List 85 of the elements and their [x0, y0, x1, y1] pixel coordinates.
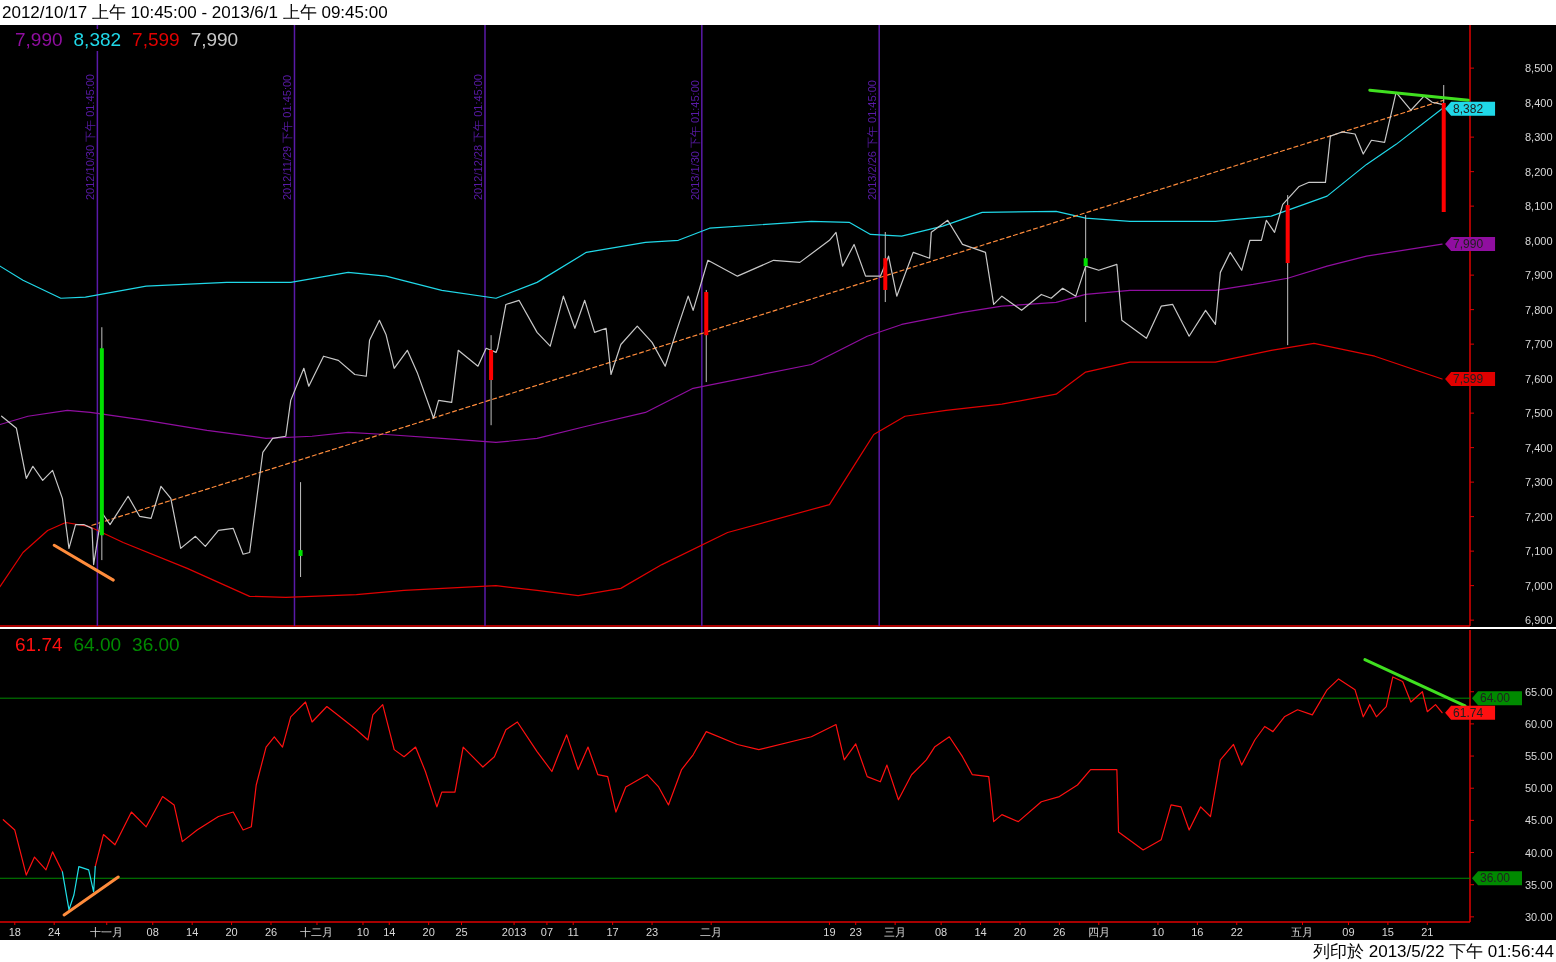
x-tick-label: 24: [48, 926, 61, 938]
candlestick: [1083, 214, 1088, 323]
y-tick-label: 7,700: [1525, 338, 1553, 351]
text: 8,382: [73, 29, 122, 50]
y-tick-label: 7,400: [1525, 441, 1553, 454]
x-tick-label: 20: [422, 926, 435, 938]
candlestick: [298, 481, 303, 578]
y-tick-label: 7,500: [1525, 407, 1553, 420]
x-tick-label: 07: [540, 926, 554, 938]
x-tick-label: 14: [186, 926, 199, 938]
ref-line-label: 2012/11/29 下午 01:45:00: [281, 74, 294, 200]
x-tick-label: 14: [974, 926, 987, 938]
x-tick-label: 三月: [884, 926, 907, 938]
ref-line-label: 2013/1/30 下午 01:45:00: [688, 80, 701, 200]
text: 7,990: [190, 29, 239, 50]
y-tick-label: 7,800: [1525, 303, 1553, 316]
x-tick-label: 23: [645, 926, 659, 938]
text: 列印於 2013/5/22 下午 01:56:44: [1313, 942, 1554, 961]
text: 61.74: [15, 634, 63, 655]
x-tick-label: 10: [1151, 926, 1165, 938]
x-tick-label: 23: [849, 926, 862, 938]
data-label: 8,382: [1453, 101, 1484, 116]
line-series: [94, 676, 1443, 868]
x-tick-label: 14: [383, 926, 396, 938]
x-tick-label: 20: [225, 926, 238, 938]
x-tick-label: 08: [146, 926, 159, 938]
text: 7,599: [132, 29, 180, 50]
data-label: 61.74: [1453, 705, 1484, 720]
line-series: [61, 866, 96, 911]
x-tick-label: 十二月: [300, 926, 334, 938]
y-tick-label: 8,400: [1525, 96, 1553, 109]
x-tick-label: 08: [935, 926, 948, 938]
text: 7,990: [15, 29, 63, 50]
line-series: [0, 342, 1443, 598]
y-tick-label: 8,000: [1525, 234, 1553, 247]
x-tick-label: 18: [8, 926, 21, 938]
x-tick-label: 十一月: [90, 926, 124, 938]
y-tick-label: 7,100: [1525, 545, 1553, 558]
ref-line-label: 2012/12/28 下午 01:45:00: [472, 74, 484, 200]
chart-title: 2012/10/17 上午 10:45:00 - 2013/6/1 上午 09:45:00: [2, 3, 388, 22]
x-tick-label: 22: [1230, 926, 1243, 938]
y-tick-label: 35.00: [1525, 878, 1553, 891]
text: 36.00: [132, 634, 180, 655]
y-tick-label: 7,200: [1525, 510, 1553, 523]
x-tick-label: 17: [606, 926, 619, 938]
y-tick-label: 8,200: [1525, 165, 1553, 178]
x-tick-label: 25: [455, 926, 468, 938]
line-series: [0, 243, 1443, 444]
x-tick-label: 26: [1053, 926, 1066, 938]
x-tick-label: 二月: [700, 926, 723, 938]
x-tick-label: 10: [356, 926, 370, 938]
data-label: 7,990: [1453, 237, 1484, 252]
x-tick-label: 21: [1421, 926, 1434, 938]
y-tick-label: 55.00: [1525, 750, 1553, 763]
y-tick-label: 30.00: [1525, 910, 1553, 923]
ref-line-label: 2012/10/30 下午 01:45:00: [84, 74, 97, 200]
y-tick-label: 7,300: [1525, 476, 1553, 489]
y-tick-label: 8,100: [1525, 200, 1553, 213]
x-tick-label: 20: [1013, 926, 1027, 938]
x-tick-label: 15: [1381, 926, 1394, 938]
y-tick-label: 60.00: [1525, 717, 1553, 730]
y-tick-label: 40.00: [1525, 846, 1553, 859]
y-tick-label: 6,900: [1525, 614, 1553, 627]
ref-line-label: 2013/2/26 下午 01:45:00: [866, 80, 879, 200]
y-tick-label: 7,900: [1525, 269, 1553, 282]
x-tick-label: 11: [567, 926, 579, 938]
x-tick-label: 四月: [1087, 926, 1110, 938]
x-tick-label: 2013: [501, 926, 527, 938]
y-tick-label: 50.00: [1525, 782, 1553, 795]
data-label: 7,599: [1453, 371, 1484, 386]
y-tick-label: 8,500: [1525, 62, 1553, 75]
x-tick-label: 26: [264, 926, 278, 938]
y-tick-label: 7,600: [1525, 372, 1553, 385]
x-tick-label: 五月: [1291, 926, 1314, 938]
x-tick-label: 19: [823, 926, 836, 938]
y-tick-label: 65.00: [1525, 685, 1553, 698]
y-tick-label: 8,300: [1525, 131, 1553, 144]
x-tick-label: 09: [1342, 926, 1355, 938]
y-tick-label: 45.00: [1525, 814, 1553, 827]
x-tick-label: 16: [1191, 926, 1204, 938]
y-tick-label: 7,000: [1525, 579, 1553, 592]
ref-line-label: 36.00: [1480, 871, 1511, 886]
ref-line-label: 64.00: [1480, 691, 1511, 706]
text: 64.00: [73, 634, 122, 655]
line-series: [2, 819, 64, 876]
